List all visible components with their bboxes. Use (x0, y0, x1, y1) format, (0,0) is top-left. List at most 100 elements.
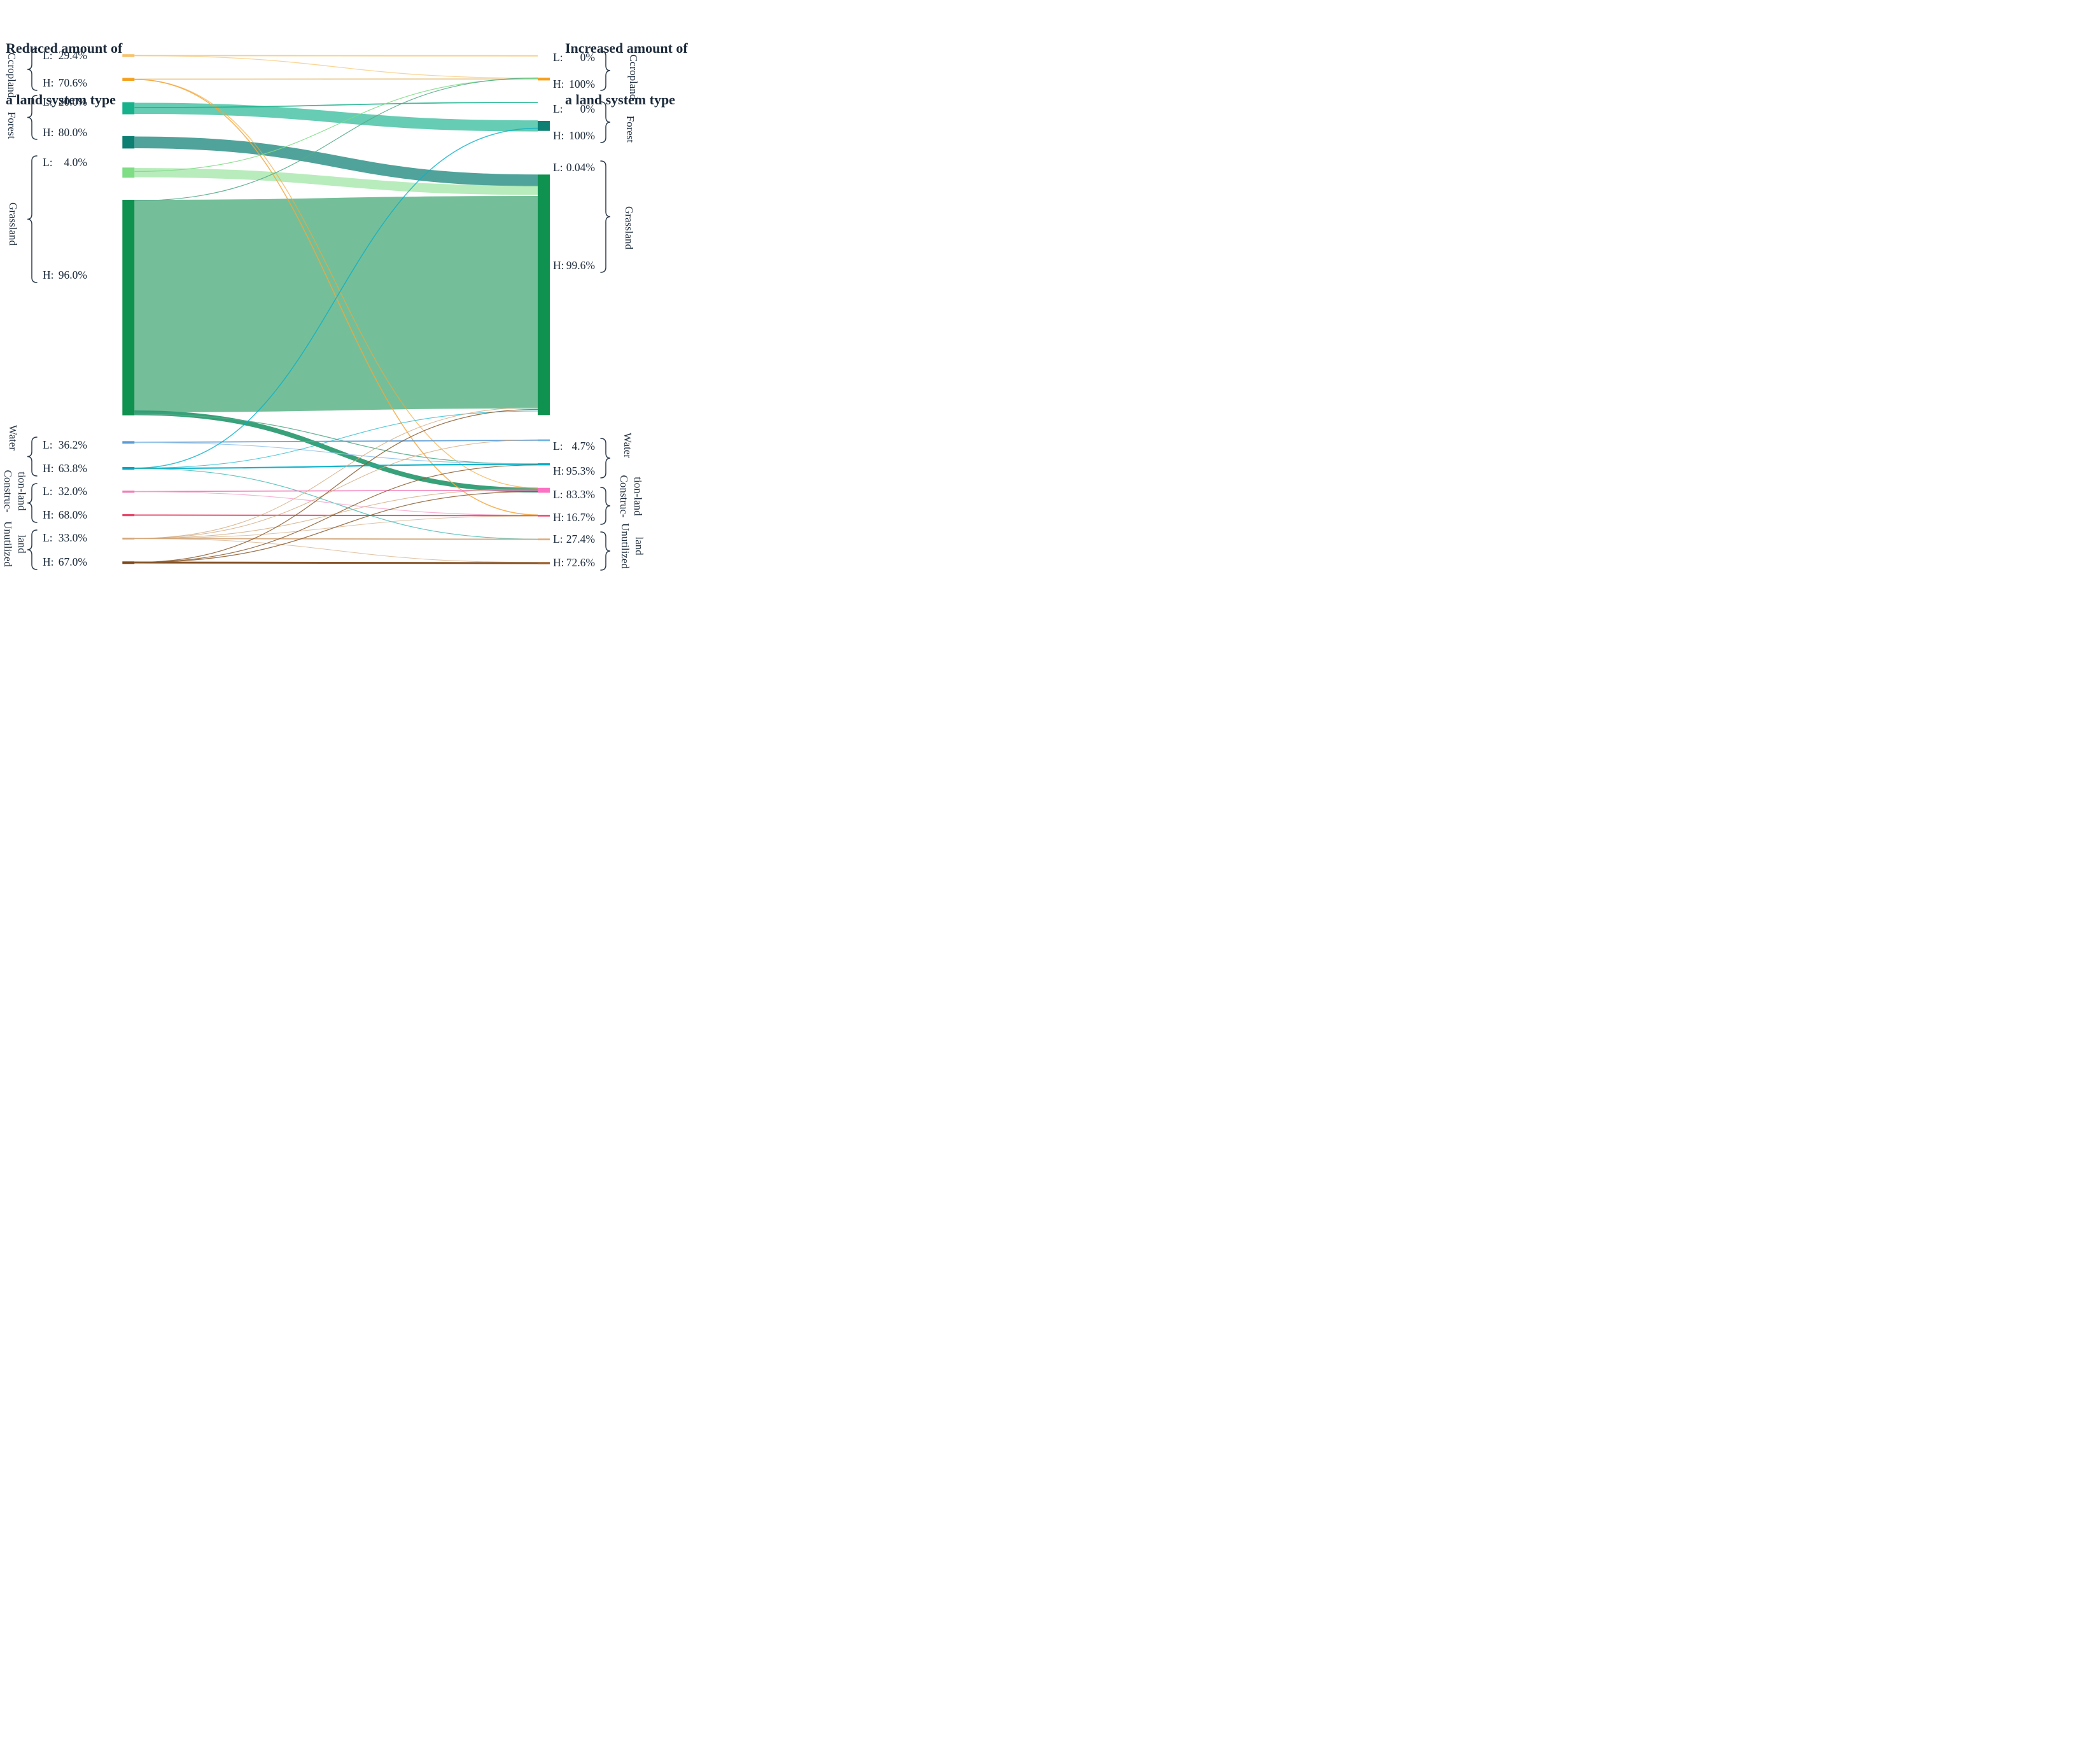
zone-letter: H: (553, 258, 564, 272)
sankey-figure: Reduced amount of a land system type Inc… (0, 0, 700, 580)
zone-letter: L: (553, 533, 563, 546)
zone-percent-value: 100% (569, 129, 595, 142)
node-uh (122, 561, 135, 564)
flow-wl-wh (134, 442, 538, 464)
flow-uh-cl (134, 491, 538, 563)
brace-left-grassland (27, 155, 38, 283)
flow-grl-gr (134, 168, 538, 195)
percent-label-right-wh: H: 95.3% (553, 464, 595, 478)
brace-right-unutilized (600, 531, 611, 571)
node-ch (122, 514, 135, 517)
left-axis-title-line1: Reduced amount of (6, 40, 123, 56)
zone-letter: L: (553, 161, 563, 174)
node-grl (122, 167, 135, 178)
category-label-left-unutilized-line1: Unutilized (2, 521, 14, 567)
zone-percent-value: 63.8% (58, 461, 87, 475)
flow-uh-wh (134, 464, 538, 563)
zone-percent-value: 95.3% (566, 464, 595, 477)
percent-label-right-ch: H: 16.7% (553, 510, 595, 524)
zone-percent-value: 16.7% (566, 510, 595, 524)
percent-label-right-grl: L: 0.04% (553, 161, 595, 175)
percent-label-left-ch: H: 68.0% (43, 508, 87, 522)
brace-left-forest (27, 95, 38, 140)
zone-percent-value: 0.04% (566, 161, 595, 174)
flow-uh-uh (134, 561, 538, 564)
percent-label-right-cch: H: 100% (553, 77, 595, 91)
flow-ch-ch (134, 514, 538, 517)
percent-label-left-cch: H: 70.6% (43, 76, 87, 90)
flow-wh-wh (134, 463, 538, 470)
flow-fol-fol (134, 102, 538, 108)
node-cch (122, 78, 135, 81)
percent-label-left-foh: H: 80.0% (43, 125, 87, 139)
node-uh2 (538, 562, 550, 564)
node-wh2 (538, 463, 550, 466)
zone-letter: L: (43, 438, 53, 451)
node-gr2 (538, 174, 550, 416)
flow-cl-cl (134, 489, 538, 492)
category-label-right-construction-line1: Construc- (618, 475, 630, 518)
percent-label-right-ul: L: 27.4% (553, 533, 595, 547)
flow-fol-foh (134, 102, 538, 132)
flow-grh-wh (134, 414, 538, 465)
percent-label-right-cl: L: 83.3% (553, 488, 595, 502)
zone-percent-value: 4.7% (571, 439, 595, 452)
right-axis-title-line2: a land system type (565, 92, 675, 108)
percent-label-right-fol: L: 0% (553, 102, 595, 116)
percent-label-left-ul: L: 33.0% (43, 531, 87, 545)
zone-percent-value: 100% (569, 77, 595, 90)
zone-letter: L: (553, 488, 563, 501)
node-cl2 (538, 487, 550, 493)
flow-cch-cl (134, 79, 538, 489)
flow-grh-cch (134, 77, 538, 202)
node-wl (122, 441, 135, 444)
node-ch2 (538, 515, 550, 517)
brace-right-ccropland (600, 50, 611, 91)
left-axis-title: Reduced amount of a land system type (6, 5, 122, 143)
flow-ul-gr (134, 407, 538, 539)
flow-grl-cch (134, 78, 538, 172)
percent-label-left-grh: H: 96.0% (43, 269, 87, 283)
flow-uh-gr (134, 409, 538, 563)
category-label-right-construction-line2: tion-land (632, 477, 644, 516)
flow-ul-uh (134, 538, 538, 563)
percent-label-right-foh: H: 100% (553, 129, 595, 143)
zone-percent-value: 20.0% (58, 95, 87, 108)
flow-wl-wl (134, 439, 538, 443)
zone-percent-value: 67.0% (58, 555, 87, 568)
percent-label-left-wl: L: 36.2% (43, 438, 87, 452)
zone-percent-value: 96.0% (58, 269, 87, 281)
node-ul (122, 538, 135, 540)
percent-label-right-uh: H: 72.6% (553, 555, 595, 569)
percent-label-left-fol: L: 20.0% (43, 95, 87, 109)
zone-letter: L: (43, 531, 53, 545)
right-axis-title-line1: Increased amount of (565, 40, 688, 56)
node-foh2 (538, 121, 550, 131)
category-label-left-construction-line2: tion-land (16, 471, 28, 511)
zone-percent-value: 72.6% (566, 555, 595, 569)
node-ul2 (538, 538, 550, 541)
brace-right-grassland (600, 160, 611, 273)
category-label-left-water: Water (7, 424, 19, 451)
zone-percent-value: 83.3% (566, 488, 595, 501)
flow-grh-gr (134, 196, 538, 412)
category-label-right-grassland: Grassland (623, 206, 635, 249)
zone-percent-value: 0% (580, 50, 595, 64)
zone-letter: H: (43, 555, 54, 568)
zone-percent-value: 0% (580, 102, 595, 115)
zone-letter: H: (43, 508, 54, 521)
zone-letter: L: (43, 156, 53, 169)
brace-left-unutilized (27, 529, 38, 570)
flow-layer (134, 55, 538, 564)
flow-grh-cl (134, 410, 538, 493)
zone-letter: H: (43, 76, 54, 89)
zone-letter: L: (553, 102, 563, 115)
node-cl (122, 491, 135, 493)
percent-label-right-wl: L: 4.7% (553, 439, 595, 453)
zone-percent-value: 99.6% (566, 258, 595, 272)
right-axis-title: Increased amount of a land system type (565, 5, 688, 143)
flow-ccl-cch (134, 55, 538, 79)
zone-letter: H: (553, 129, 564, 142)
flow-cch-ch (134, 79, 538, 515)
percent-label-left-uh: H: 67.0% (43, 555, 87, 569)
